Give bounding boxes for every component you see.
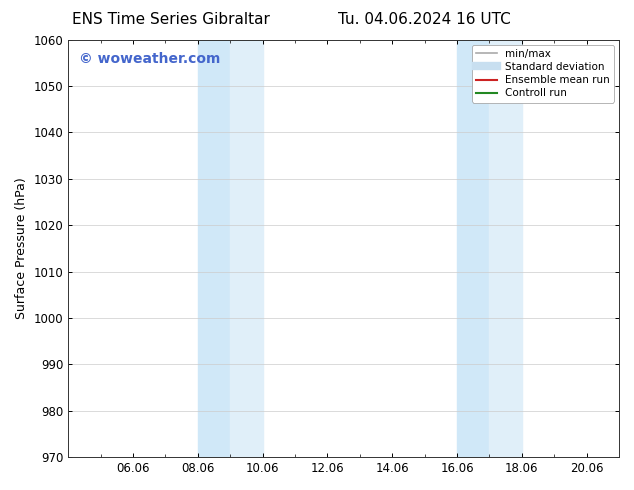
Y-axis label: Surface Pressure (hPa): Surface Pressure (hPa) — [15, 177, 28, 319]
Bar — [457, 40, 489, 457]
Bar — [230, 40, 262, 457]
Text: © woweather.com: © woweather.com — [79, 52, 221, 66]
Legend: min/max, Standard deviation, Ensemble mean run, Controll run: min/max, Standard deviation, Ensemble me… — [472, 45, 614, 102]
Bar — [489, 40, 522, 457]
Bar — [198, 40, 230, 457]
Text: ENS Time Series Gibraltar: ENS Time Series Gibraltar — [72, 12, 270, 27]
Text: Tu. 04.06.2024 16 UTC: Tu. 04.06.2024 16 UTC — [339, 12, 511, 27]
